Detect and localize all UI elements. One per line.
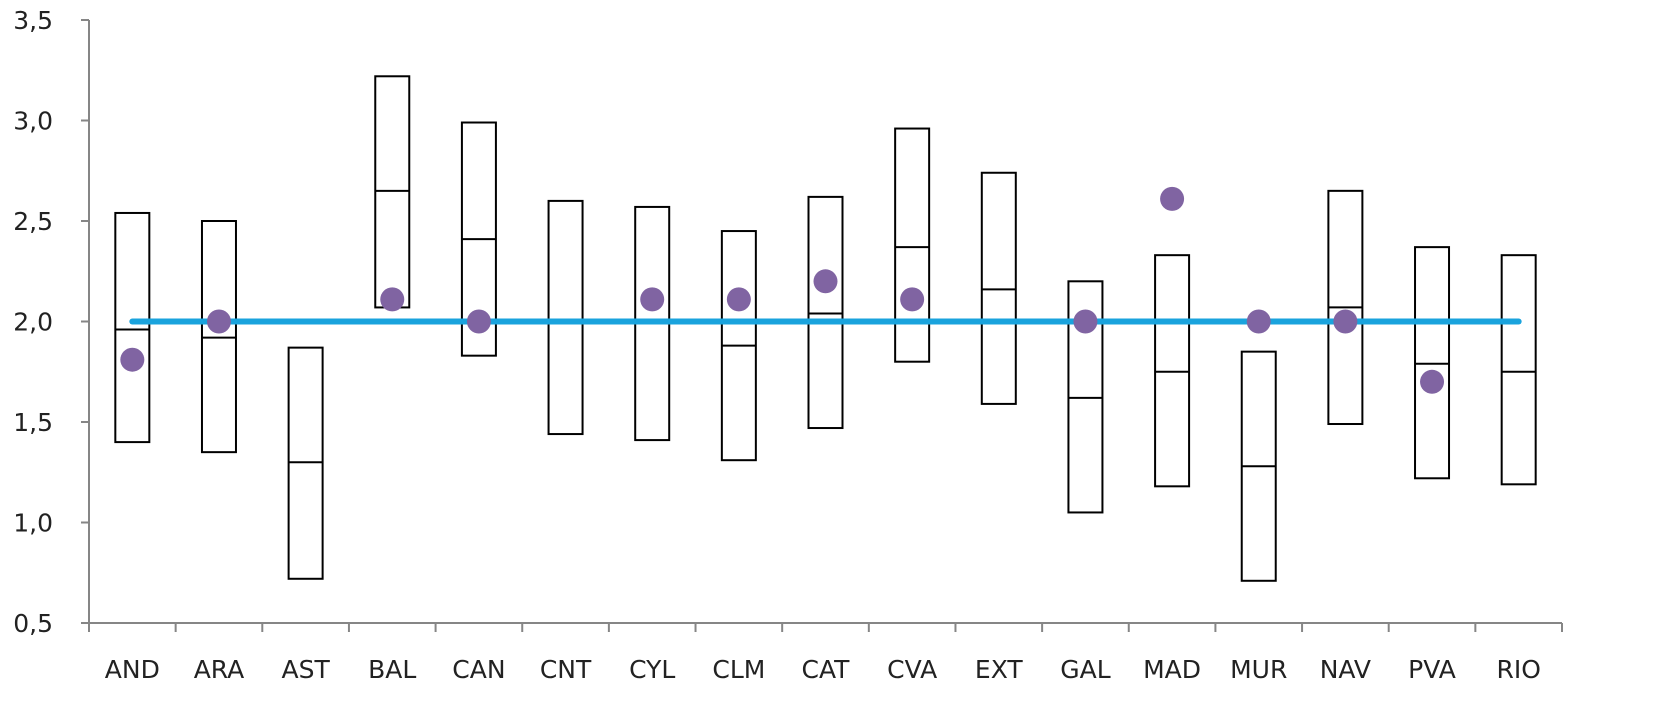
y-tick-label: 1,5: [13, 408, 53, 437]
x-axis-ticks: [88, 623, 1563, 632]
range-box-ast: [287, 346, 324, 580]
x-tick-label: ARA: [194, 655, 245, 684]
range-box-gal: [1067, 280, 1104, 514]
data-point-and: [120, 347, 145, 372]
y-axis-ticks: 0,5 1,0 1,5 2,0 2,5 3,0 3,5: [13, 6, 89, 638]
x-tick-label: MAD: [1143, 655, 1201, 684]
x-tick-label: GAL: [1060, 655, 1110, 684]
data-point-can: [466, 309, 491, 334]
range-box-mad: [1154, 254, 1191, 488]
data-point-cva: [900, 287, 925, 312]
range-boxes: [114, 75, 1537, 582]
x-tick-label: CYL: [629, 655, 675, 684]
range-box-ara: [200, 220, 237, 454]
data-point-clm: [726, 287, 751, 312]
range-box-cat: [807, 195, 844, 430]
x-tick-label: CLM: [712, 655, 765, 684]
data-point-cyl: [640, 287, 665, 312]
range-box-and: [114, 211, 151, 444]
data-point-nav: [1333, 309, 1358, 334]
y-tick-label: 2,0: [13, 308, 53, 337]
x-tick-label: AND: [105, 655, 160, 684]
y-tick-label: 3,5: [13, 6, 53, 35]
range-box-cva: [894, 127, 931, 363]
x-tick-label: RIO: [1496, 655, 1540, 684]
data-point-mur: [1246, 309, 1271, 334]
data-point-mad: [1160, 186, 1185, 211]
range-box-cnt: [547, 199, 584, 436]
data-point-ara: [206, 309, 231, 334]
data-point-bal: [380, 287, 405, 312]
x-tick-label: CVA: [887, 655, 937, 684]
x-tick-label: EXT: [975, 655, 1023, 684]
data-point-cat: [813, 269, 838, 294]
range-box-ext: [980, 171, 1017, 405]
x-tick-label: BAL: [368, 655, 416, 684]
x-tick-label: CAN: [452, 655, 505, 684]
y-tick-label: 2,5: [13, 207, 53, 236]
x-axis-labels: AND ARA AST BAL CAN CNT CYL CLM CAT CVA EXT GAL MAD M…: [105, 655, 1541, 684]
range-box-pva: [1414, 246, 1451, 480]
x-tick-label: CNT: [540, 655, 592, 684]
y-tick-label: 1,0: [13, 509, 53, 538]
data-point-pva: [1420, 369, 1445, 394]
x-tick-label: PVA: [1408, 655, 1456, 684]
x-tick-label: AST: [281, 655, 330, 684]
range-box-bal: [374, 75, 411, 309]
data-points: [120, 186, 1445, 394]
axes: [88, 20, 1562, 624]
x-tick-label: CAT: [802, 655, 851, 684]
x-tick-label: MUR: [1230, 655, 1287, 684]
y-tick-label: 0,5: [13, 609, 53, 638]
x-tick-label: NAV: [1320, 655, 1371, 684]
range-box-rio: [1500, 254, 1537, 486]
data-point-gal: [1073, 309, 1098, 334]
y-tick-label: 3,0: [13, 107, 53, 136]
